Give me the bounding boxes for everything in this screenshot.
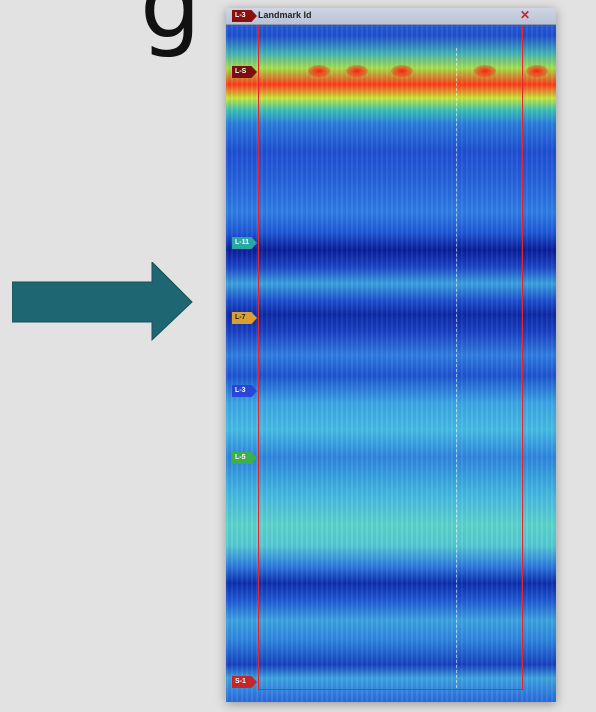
landmark-tag-s[interactable]: L-S [232,66,257,78]
marker-guide-line[interactable] [456,48,457,688]
right-arrow-icon [12,262,193,342]
landmark-tag-l11[interactable]: L-11 [232,237,257,249]
landmark-tag-s1[interactable]: S-1 [232,676,257,688]
window-titlebar[interactable]: Landmark Id ✕ [226,8,556,25]
landmark-tag-l7[interactable]: L-7 [232,312,257,324]
partial-heading-glyph: g [140,0,201,60]
selection-rectangle[interactable] [258,10,523,690]
peak-band [226,63,556,79]
landmark-window: Landmark Id ✕ L-3 L-S L-11 L-7 L-3 L-5 S… [226,8,556,702]
landmark-tag-l3[interactable]: L-3 [232,385,257,397]
window-title: Landmark Id [258,10,312,20]
close-icon[interactable]: ✕ [519,8,531,22]
landmark-tag-top[interactable]: L-3 [232,10,257,22]
landmark-tag-l5[interactable]: L-5 [232,452,257,464]
heatmap-image [226,22,556,702]
